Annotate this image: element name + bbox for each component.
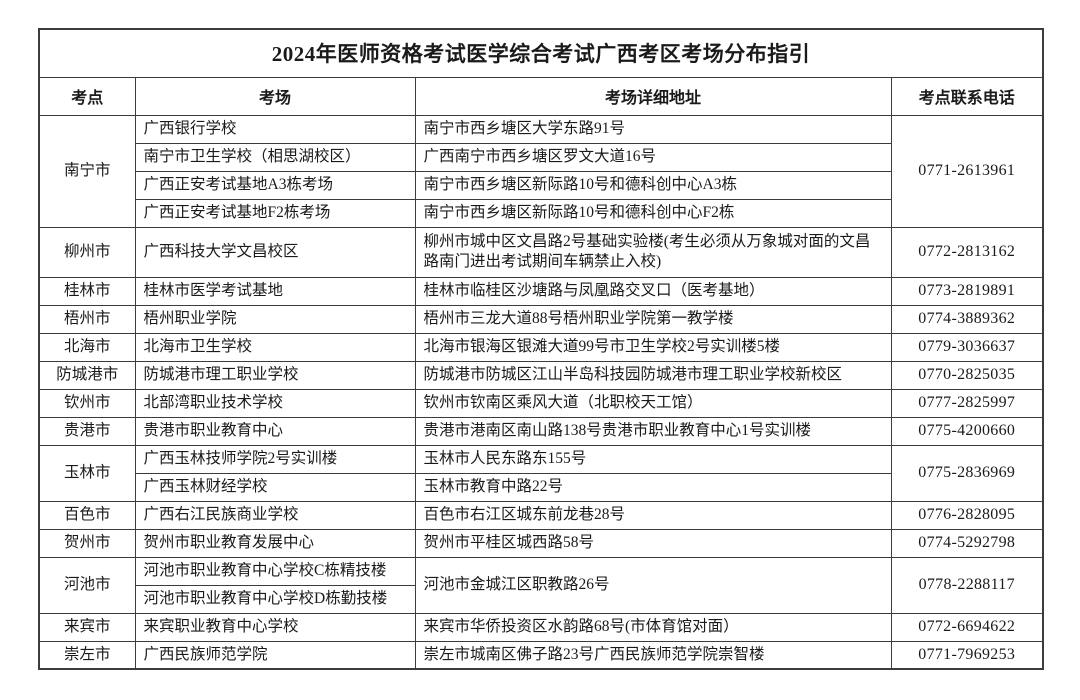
address-cell: 广西南宁市西乡塘区罗文大道16号 (414, 142, 892, 172)
venue-cell: 贺州市职业教育发展中心 (134, 528, 416, 558)
address-cell: 百色市右江区城东前龙巷28号 (414, 500, 892, 530)
address-cell: 柳州市城中区文昌路2号基础实验楼(考生必须从万象城对面的文昌路南门进出考试期间车… (414, 226, 892, 278)
phone-cell: 0777-2825997 (890, 388, 1044, 418)
venue-cell: 广西正安考试基地F2栋考场 (134, 198, 416, 228)
phone-cell: 0773-2819891 (890, 276, 1044, 306)
address-cell: 梧州市三龙大道88号梧州职业学院第一教学楼 (414, 304, 892, 334)
venue-cell: 河池市职业教育中心学校C栋精技楼 (134, 556, 416, 586)
address-cell: 河池市金城江区职教路26号 (414, 556, 892, 614)
venue-cell: 广西玉林技师学院2号实训楼 (134, 444, 416, 474)
table-row: 钦州市 北部湾职业技术学校 钦州市钦南区乘风大道（北职校天工馆） 0777-28… (38, 388, 1044, 418)
table-row: 贵港市 贵港市职业教育中心 贵港市港南区南山路138号贵港市职业教育中心1号实训… (38, 416, 1044, 446)
address-cell: 南宁市西乡塘区新际路10号和德科创中心F2栋 (414, 198, 892, 228)
venue-cell: 广西科技大学文昌校区 (134, 226, 416, 278)
table-row: 崇左市 广西民族师范学院 崇左市城南区佛子路23号广西民族师范学院崇智楼 077… (38, 640, 1044, 670)
address-cell: 玉林市人民东路东155号 (414, 444, 892, 474)
phone-cell: 0771-2613961 (890, 114, 1044, 228)
phone-cell: 0775-2836969 (890, 444, 1044, 502)
city-cell: 桂林市 (38, 276, 136, 306)
table-row: 贺州市 贺州市职业教育发展中心 贺州市平桂区城西路58号 0774-529279… (38, 528, 1044, 558)
venue-cell: 贵港市职业教育中心 (134, 416, 416, 446)
venue-cell: 广西银行学校 (134, 114, 416, 144)
address-cell: 玉林市教育中路22号 (414, 472, 892, 502)
table-row: 广西玉林财经学校 玉林市教育中路22号 (39, 472, 1043, 502)
city-cell: 防城港市 (38, 360, 136, 390)
table-row: 广西正安考试基地F2栋考场 南宁市西乡塘区新际路10号和德科创中心F2栋 (39, 198, 1043, 228)
venue-cell: 广西右江民族商业学校 (134, 500, 416, 530)
venue-cell: 防城港市理工职业学校 (134, 360, 416, 390)
column-header-address: 考场详细地址 (414, 76, 892, 116)
city-cell: 梧州市 (38, 304, 136, 334)
header-row: 考点 考场 考场详细地址 考点联系电话 (38, 76, 1044, 116)
venue-cell: 河池市职业教育中心学校D栋勤技楼 (134, 584, 416, 614)
phone-cell: 0775-4200660 (890, 416, 1044, 446)
address-cell: 南宁市西乡塘区新际路10号和德科创中心A3栋 (414, 170, 892, 200)
venue-cell: 梧州职业学院 (134, 304, 416, 334)
table-row: 来宾市 来宾职业教育中心学校 来宾市华侨投资区水韵路68号(市体育馆对面） 07… (38, 612, 1044, 642)
venue-cell: 广西正安考试基地A3栋考场 (134, 170, 416, 200)
phone-cell: 0772-6694622 (890, 612, 1044, 642)
phone-cell: 0778-2288117 (890, 556, 1044, 614)
address-cell: 南宁市西乡塘区大学东路91号 (414, 114, 892, 144)
address-cell: 贺州市平桂区城西路58号 (414, 528, 892, 558)
table-title: 2024年医师资格考试医学综合考试广西考区考场分布指引 (38, 28, 1044, 78)
city-cell: 玉林市 (38, 444, 136, 502)
address-cell: 北海市银海区银滩大道99号市卫生学校2号实训楼5楼 (414, 332, 892, 362)
table-row: 河池市 河池市职业教育中心学校C栋精技楼 河池市金城江区职教路26号 0778-… (38, 556, 1044, 614)
table-row: 柳州市 广西科技大学文昌校区 柳州市城中区文昌路2号基础实验楼(考生必须从万象城… (38, 226, 1044, 278)
phone-cell: 0774-3889362 (890, 304, 1044, 334)
table-row: 南宁市卫生学校（相思湖校区） 广西南宁市西乡塘区罗文大道16号 (39, 142, 1043, 172)
address-cell: 桂林市临桂区沙塘路与凤凰路交叉口（医考基地） (414, 276, 892, 306)
venue-cell: 来宾职业教育中心学校 (134, 612, 416, 642)
phone-cell: 0772-2813162 (890, 226, 1044, 278)
address-cell: 钦州市钦南区乘风大道（北职校天工馆） (414, 388, 892, 418)
phone-cell: 0771-7969253 (890, 640, 1044, 670)
address-cell: 来宾市华侨投资区水韵路68号(市体育馆对面） (414, 612, 892, 642)
venue-cell: 北海市卫生学校 (134, 332, 416, 362)
phone-cell: 0776-2828095 (890, 500, 1044, 530)
title-row: 2024年医师资格考试医学综合考试广西考区考场分布指引 (38, 28, 1044, 78)
city-cell: 贵港市 (38, 416, 136, 446)
table-row: 玉林市 广西玉林技师学院2号实训楼 玉林市人民东路东155号 0775-2836… (38, 444, 1044, 502)
city-cell: 贺州市 (38, 528, 136, 558)
phone-cell: 0770-2825035 (890, 360, 1044, 390)
venue-cell: 广西民族师范学院 (134, 640, 416, 670)
table-row: 梧州市 梧州职业学院 梧州市三龙大道88号梧州职业学院第一教学楼 0774-38… (38, 304, 1044, 334)
table-row: 防城港市 防城港市理工职业学校 防城港市防城区江山半岛科技园防城港市理工职业学校… (38, 360, 1044, 390)
city-cell: 崇左市 (38, 640, 136, 670)
address-cell: 崇左市城南区佛子路23号广西民族师范学院崇智楼 (414, 640, 892, 670)
venue-cell: 广西玉林财经学校 (134, 472, 416, 502)
city-cell: 河池市 (38, 556, 136, 614)
venue-cell: 桂林市医学考试基地 (134, 276, 416, 306)
phone-cell: 0779-3036637 (890, 332, 1044, 362)
address-cell: 贵港市港南区南山路138号贵港市职业教育中心1号实训楼 (414, 416, 892, 446)
city-cell: 南宁市 (38, 114, 136, 228)
address-cell: 防城港市防城区江山半岛科技园防城港市理工职业学校新校区 (414, 360, 892, 390)
venue-cell: 南宁市卫生学校（相思湖校区） (134, 142, 416, 172)
city-cell: 来宾市 (38, 612, 136, 642)
table-row: 河池市职业教育中心学校D栋勤技楼 (39, 584, 1043, 614)
city-cell: 钦州市 (38, 388, 136, 418)
table-row: 广西正安考试基地A3栋考场 南宁市西乡塘区新际路10号和德科创中心A3栋 (39, 170, 1043, 200)
table-row: 南宁市 广西银行学校 南宁市西乡塘区大学东路91号 0771-2613961 (38, 114, 1044, 228)
city-cell: 柳州市 (38, 226, 136, 278)
phone-cell: 0774-5292798 (890, 528, 1044, 558)
table-row: 北海市 北海市卫生学校 北海市银海区银滩大道99号市卫生学校2号实训楼5楼 07… (38, 332, 1044, 362)
column-header-site: 考点 (38, 76, 136, 116)
column-header-phone: 考点联系电话 (890, 76, 1044, 116)
exam-venues-table: 2024年医师资格考试医学综合考试广西考区考场分布指引 考点 考场 考场详细地址… (38, 28, 1044, 670)
venue-cell: 北部湾职业技术学校 (134, 388, 416, 418)
table-row: 百色市 广西右江民族商业学校 百色市右江区城东前龙巷28号 0776-28280… (38, 500, 1044, 530)
column-header-venue: 考场 (134, 76, 416, 116)
city-cell: 百色市 (38, 500, 136, 530)
city-cell: 北海市 (38, 332, 136, 362)
table-row: 桂林市 桂林市医学考试基地 桂林市临桂区沙塘路与凤凰路交叉口（医考基地） 077… (38, 276, 1044, 306)
